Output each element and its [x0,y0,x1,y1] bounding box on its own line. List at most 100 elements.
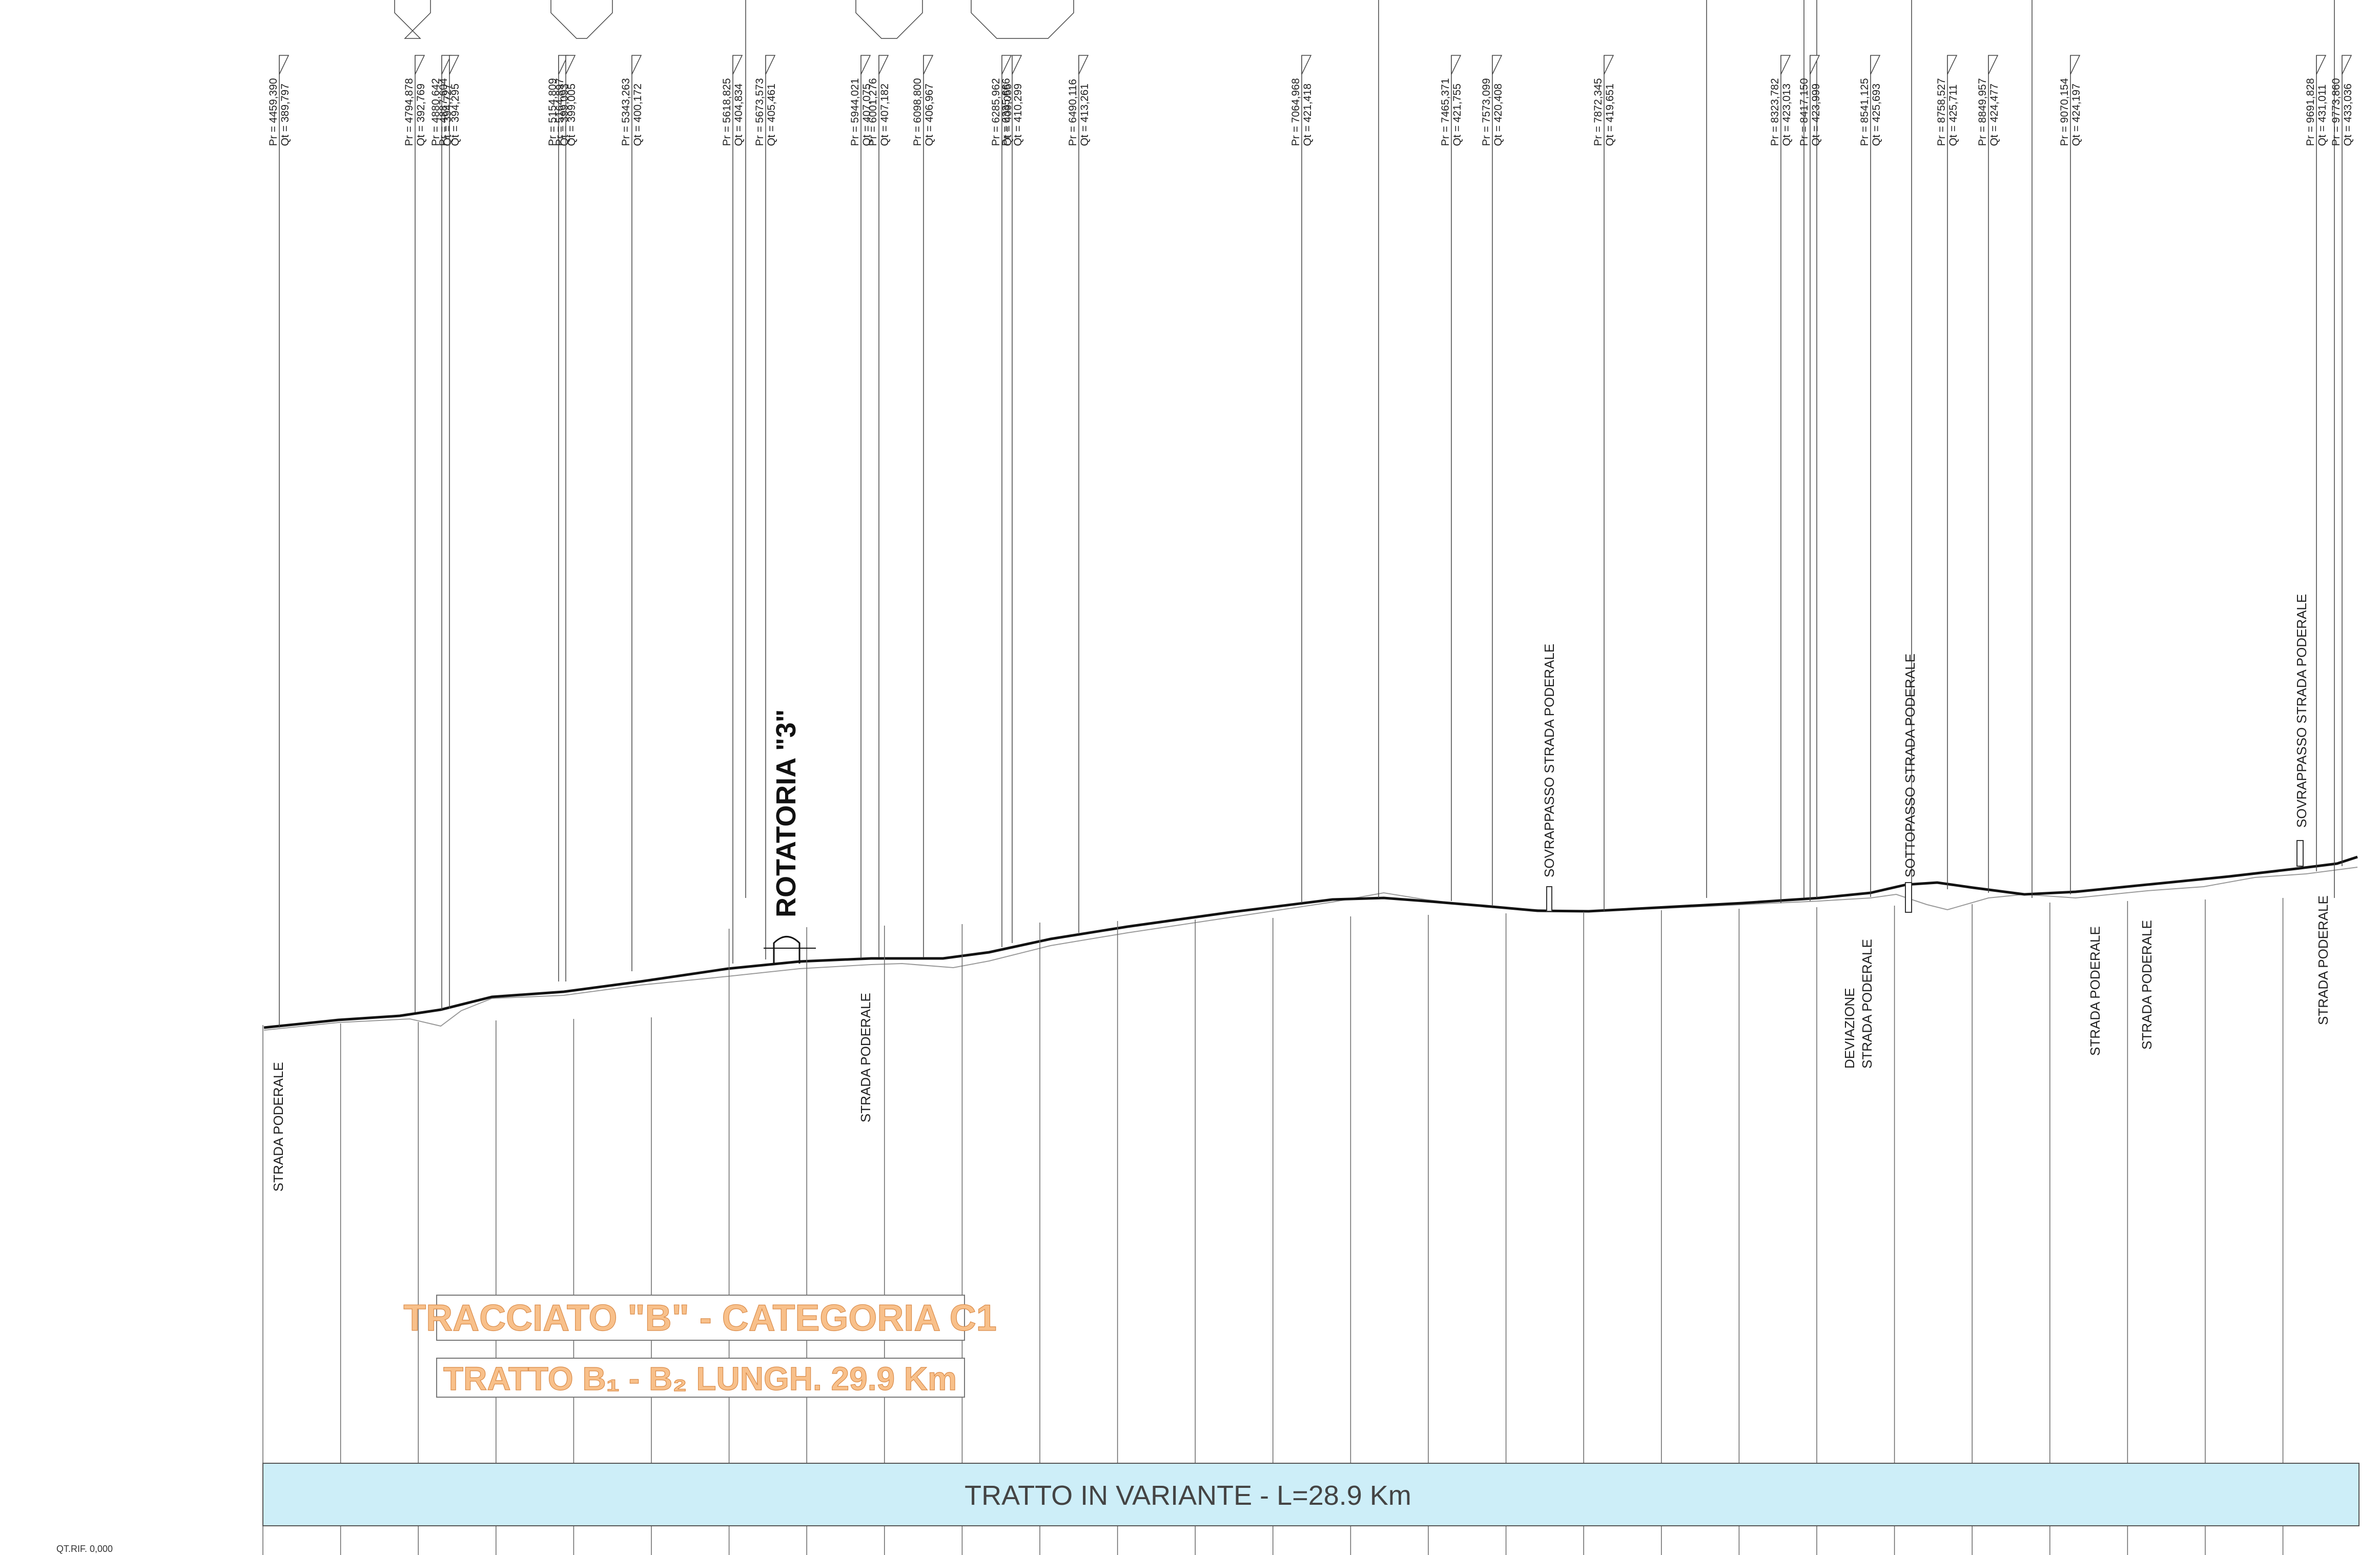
chainage-marker-icon [2342,55,2352,75]
chainage-marker-icon [732,55,743,75]
chainage-marker-icon [631,55,642,75]
chainage-pr: Pr = 6098,800 [912,78,924,146]
chainage-qt: Qt = 424,477 [1988,84,2000,146]
chainage-mark: Pr = 5944,021 Qt = 407,075 [849,55,873,958]
chainage-marker-icon [860,55,871,75]
chainage-qt: Qt = 389,797 [279,84,291,146]
chainage-mark: Pr = 9070,154 Qt = 424,197 [2059,55,2082,894]
chainage-mark: Pr = 7872,345 Qt = 419,651 [1592,55,1616,911]
variant-band-label: TRATTO IN VARIANTE - L=28.9 Km [965,1480,1411,1511]
chainage-pr: Pr = 5164,897 [554,78,566,146]
chainage-marker-icon [1012,55,1022,75]
road-label: STRADA PODERALE [2087,926,2103,1056]
chainage-qt: Qt = 419,651 [1604,84,1616,146]
chainage-qt: Qt = 420,408 [1492,84,1504,146]
chainage-pr: Pr = 5154,809 [547,78,559,146]
chainage-mark: Pr = 7064,968 Qt = 421,418 [1290,55,1314,903]
chainage-mark: Pr = 4794,878 Qt = 392,769 [403,55,427,1012]
chainage-mark: Pr = 6098,800 Qt = 406,967 [912,55,935,957]
chainage-qt: Qt = 423,999 [1810,84,1822,146]
roundabout-symbol [764,936,816,964]
chainage-marker-icon [1078,55,1089,75]
chainage-marker-icon [449,55,460,75]
road-label: STRADA PODERALE [858,993,873,1122]
chainage-pr: Pr = 4794,878 [403,78,415,146]
chainage-qt: Qt = 410,299 [1012,84,1024,146]
chainage-qt: Qt = 394,295 [449,84,461,146]
reference-level: QT.RIF. 0,000 [56,1544,113,1554]
chainage-pr: Pr = 9691,828 [2305,78,2316,146]
top-reference-line [550,0,613,39]
chainage-mark: Pr = 8541,125 Qt = 425,693 [1859,55,1882,897]
chainage-qt: Qt = 404,834 [733,84,745,146]
chainage-mark: Pr = 9691,828 Qt = 431,011 [2305,55,2328,871]
top-reference-line [855,0,923,39]
chainage-mark: Pr = 8758,527 Qt = 425,711 [1936,55,1959,889]
chainage-mark: Pr = 9773,860 Qt = 433,036 [2330,55,2354,866]
underpass-marker [1905,882,1912,913]
chainage-marker-icon [441,55,452,75]
chainage-marker-icon [279,55,290,75]
chainage-pr: Pr = 4459,390 [268,78,279,146]
chainage-marker-icon [1988,55,1999,75]
chainage-qt: Qt = 413,261 [1079,84,1091,146]
chainage-marker-icon [1492,55,1503,75]
road-label: STRADA PODERALE [2139,920,2155,1050]
chainage-mark: Pr = 7573,099 Qt = 420,408 [1481,55,1504,906]
chainage-qt: Qt = 409,055 [1002,84,1014,146]
chainage-pr: Pr = 5673,573 [754,78,766,146]
chainage-mark: Pr = 8323,782 Qt = 423,013 [1769,55,1793,903]
chainage-marker-icon [1604,55,1614,75]
chainage-marker-icon [1451,55,1462,75]
terrain-profile-line [263,867,2358,1031]
chainage-mark: Pr = 5154,809 Qt = 399,093 [547,55,570,981]
chainage-mark: Pr = 6285,962 Qt = 409,055 [990,55,1014,947]
chainage-marker-icon [565,55,576,75]
chainage-pr: Pr = 8758,527 [1936,78,1947,146]
chainage-pr: Pr = 8323,782 [1769,78,1781,146]
chainage-mark: Pr = 5618,825 Qt = 404,834 [721,55,745,964]
road-label: STRADA PODERALE [1859,939,1875,1069]
title-box [436,1295,965,1341]
chainage-mark: Pr = 4459,390 Qt = 389,797 [268,55,291,1028]
chainage-pr: Pr = 6335,666 [1000,78,1012,146]
chainage-pr: Pr = 9773,860 [2330,78,2342,146]
structure-label: SOVRAPPASSO STRADA PODERALE [2294,594,2309,828]
variant-band [262,1463,2360,1526]
chainage-pr: Pr = 4880,642 [430,78,442,146]
chainage-marker-icon [1001,55,1012,75]
chainage-marker-icon [1301,55,1312,75]
top-reference-line [971,0,1074,39]
chainage-mark: Pr = 4887,604 Qt = 394,295 [438,55,461,1009]
chainage-qt: Qt = 421,755 [1451,84,1463,146]
chainage-mark: Pr = 5343,263 Qt = 400,172 [620,55,644,971]
chainage-mark: Pr = 6490,116 Qt = 413,261 [1067,55,1091,933]
overpass-marker [2296,840,2304,867]
chainage-qt: Qt = 431,011 [2316,85,2328,146]
structure-label: SOVRAPPASSO STRADA PODERALE [1542,644,1557,877]
chainage-qt: Qt = 407,182 [879,84,891,146]
roundabout-label: ROTATORIA "3" [771,709,802,917]
chainage-pr: Pr = 5944,021 [849,78,861,146]
chainage-marker-icon [2316,55,2327,75]
chainage-pr: Pr = 7573,099 [1481,78,1492,146]
chainage-marker-icon [1947,55,1958,75]
chainage-marker-icon [415,55,425,75]
chainage-pr: Pr = 6285,962 [990,78,1002,146]
chainage-mark: Pr = 4880,642 Qt = 394,727 [430,55,454,1010]
chainage-marker-icon [1780,55,1791,75]
chainage-pr: Pr = 4887,604 [438,78,449,146]
subtitle-box [436,1358,965,1398]
overpass-marker [1546,886,1552,912]
chainage-pr: Pr = 5618,825 [721,78,733,146]
chainage-mark: Pr = 5164,897 Qt = 399,005 [554,55,578,981]
chainage-pr: Pr = 7872,345 [1592,78,1604,146]
title-line-1: TRACCIATO "B" - CATEGORIA C1 [403,1298,997,1339]
chainage-mark: Pr = 8849,957 Qt = 424,477 [1977,55,2000,893]
chainage-mark: Pr = 7465,371 Qt = 421,755 [1440,55,1463,901]
chainage-qt: Qt = 425,693 [1871,84,1882,146]
chainage-qt: Qt = 423,013 [1781,84,1793,146]
chainage-pr: Pr = 8849,957 [1977,78,1988,146]
chainage-marker-icon [1870,55,1881,75]
road-label: STRADA PODERALE [2315,895,2331,1025]
